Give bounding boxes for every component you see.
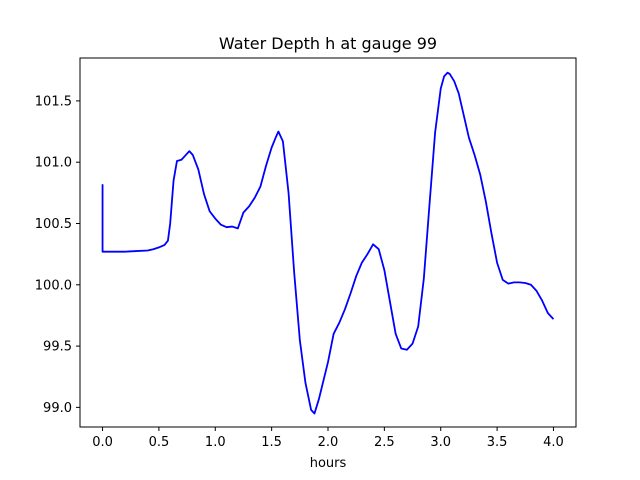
x-tick-label: 0.5 bbox=[149, 435, 170, 450]
x-tick-label: 1.0 bbox=[205, 435, 226, 450]
chart-title: Water Depth h at gauge 99 bbox=[219, 34, 437, 53]
y-tick-label: 100.0 bbox=[35, 278, 72, 293]
x-tick-label: 3.5 bbox=[487, 435, 508, 450]
y-axis: 99.0 99.5 100.0 100.5 101.0 101.5 bbox=[35, 94, 80, 416]
y-tick-label: 99.0 bbox=[43, 401, 72, 416]
y-tick-label: 100.5 bbox=[35, 217, 72, 232]
x-tick-label: 4.0 bbox=[543, 435, 564, 450]
x-tick-label: 2.5 bbox=[374, 435, 395, 450]
x-axis: 0.0 0.5 1.0 1.5 2.0 2.5 3.0 3.5 4.0 bbox=[92, 427, 564, 450]
plot-frame bbox=[79, 57, 577, 428]
x-axis-title: hours bbox=[310, 456, 347, 471]
x-tick-label: 1.5 bbox=[261, 435, 282, 450]
plot-area bbox=[101, 71, 555, 415]
y-tick-label: 101.5 bbox=[35, 94, 72, 109]
y-tick-label: 99.5 bbox=[43, 340, 72, 355]
x-tick-label: 0.0 bbox=[92, 435, 113, 450]
series-line-0 bbox=[101, 71, 555, 415]
y-tick-label: 101.0 bbox=[35, 156, 72, 171]
x-tick-label: 3.0 bbox=[430, 435, 451, 450]
x-tick-label: 2.0 bbox=[318, 435, 339, 450]
